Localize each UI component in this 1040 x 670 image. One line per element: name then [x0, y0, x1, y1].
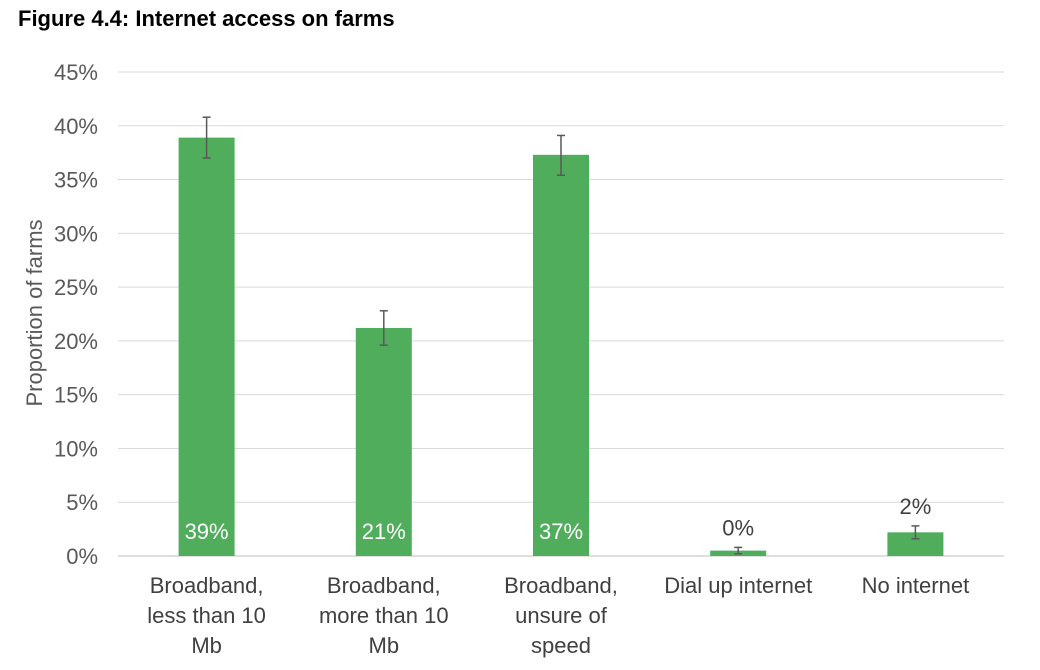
- data-label: 0%: [722, 515, 754, 540]
- x-tick-label: Mb: [191, 633, 222, 658]
- x-tick-label: Broadband,: [327, 573, 441, 598]
- bar: [355, 327, 412, 556]
- x-tick-label: speed: [531, 633, 591, 658]
- y-tick-label: 40%: [54, 114, 98, 139]
- y-tick-label: 10%: [54, 436, 98, 461]
- y-axis-label: Proportion of farms: [22, 219, 47, 406]
- bar: [887, 532, 944, 556]
- x-tick-label: Dial up internet: [664, 573, 812, 598]
- bar: [178, 137, 235, 556]
- y-tick-label: 35%: [54, 168, 98, 193]
- y-tick-label: 20%: [54, 329, 98, 354]
- y-tick-label: 5%: [66, 490, 98, 515]
- x-tick-label: Broadband,: [504, 573, 618, 598]
- x-tick-label: more than 10: [319, 603, 449, 628]
- data-label: 39%: [185, 519, 229, 544]
- y-tick-label: 0%: [66, 544, 98, 569]
- y-tick-label: 15%: [54, 383, 98, 408]
- y-tick-label: 25%: [54, 275, 98, 300]
- y-tick-label: 30%: [54, 221, 98, 246]
- x-tick-label: Broadband,: [150, 573, 264, 598]
- data-label: 37%: [539, 519, 583, 544]
- data-label: 2%: [900, 494, 932, 519]
- x-tick-label: unsure of: [515, 603, 608, 628]
- x-tick-label: Mb: [369, 633, 400, 658]
- data-label: 21%: [362, 519, 406, 544]
- chart-title: Figure 4.4: Internet access on farms: [18, 6, 395, 31]
- bar: [533, 154, 589, 556]
- y-tick-label: 45%: [54, 60, 98, 85]
- x-tick-label: No internet: [862, 573, 970, 598]
- x-tick-label: less than 10: [147, 603, 266, 628]
